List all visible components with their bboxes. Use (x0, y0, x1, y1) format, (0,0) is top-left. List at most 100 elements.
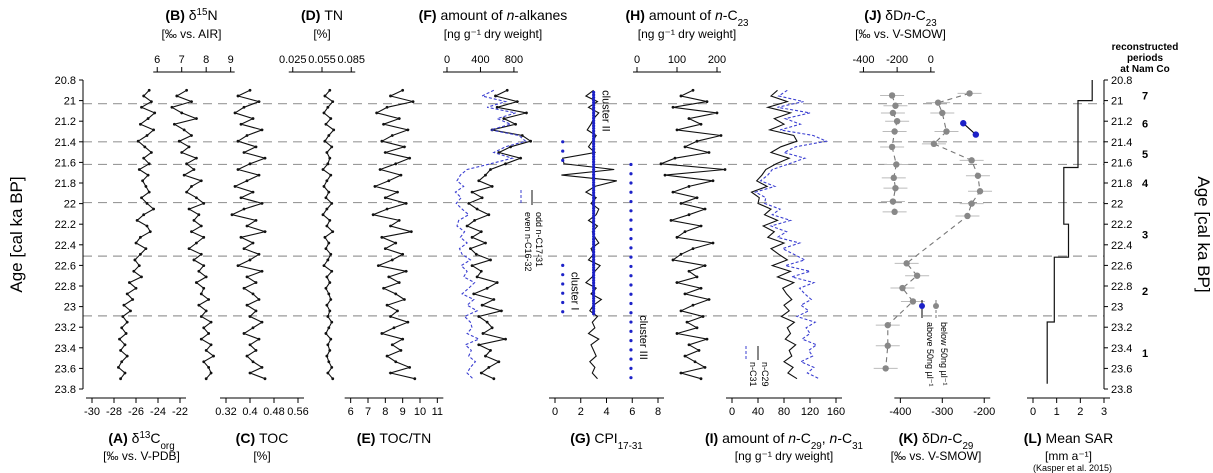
data-point-A (140, 275, 143, 279)
data-point-F (479, 371, 483, 375)
data-point-B (199, 337, 203, 341)
data-point-C (254, 145, 258, 149)
cpi-point (592, 294, 596, 298)
cpi-point (561, 158, 565, 162)
cpi-point (629, 366, 633, 370)
data-point-H (679, 252, 683, 256)
cpi-point (592, 252, 596, 257)
cpi-point (592, 291, 596, 295)
legend-label-even: even n-C16-32 (523, 212, 533, 272)
data-point-H (699, 377, 703, 381)
cpi-point (592, 186, 596, 190)
data-point-A (139, 235, 142, 239)
x-tick-label-G: 6 (629, 406, 635, 418)
data-point-F (490, 326, 494, 330)
series-line-F-1 (465, 89, 532, 380)
cpi-point (592, 211, 596, 215)
left-age-tick-label: 23 (64, 302, 76, 314)
data-point-D (325, 224, 329, 228)
data-point-K (974, 172, 982, 179)
data-point-F (465, 224, 469, 228)
cpi-point (592, 188, 596, 192)
data-point-E (401, 88, 405, 92)
title-part: C (150, 430, 160, 446)
right-age-tick-label: 23 (1111, 302, 1123, 314)
data-point-F (467, 201, 471, 205)
series-line-K-2 (885, 92, 981, 369)
data-point-C (239, 196, 243, 200)
x-tick-label-E: 6 (348, 406, 354, 418)
data-point-F (489, 349, 492, 352)
data-point-C (260, 201, 264, 205)
data-point-K (899, 284, 906, 292)
panel-unit-C: [%] (253, 449, 270, 463)
age-axes: 20.82121.221.421.621.82222.222.422.622.8… (7, 75, 1213, 396)
data-point-H (659, 162, 663, 166)
data-point-B (182, 173, 186, 177)
cpi-point (592, 286, 596, 290)
cpi-point (561, 273, 565, 277)
data-point-D (324, 122, 328, 126)
left-age-tick-label: 21.8 (55, 178, 76, 190)
panel-H: 0 100 200 (H) amount of n-C23[ng g⁻¹ dry we… (626, 7, 750, 381)
title-part: amount of (722, 430, 788, 446)
data-point-C (248, 258, 252, 262)
data-point-J (891, 208, 898, 216)
data-point-D (328, 156, 332, 160)
data-point-E (371, 213, 375, 217)
x-tick-label-I: 40 (752, 406, 764, 418)
data-point-H (711, 179, 715, 183)
data-point-B (182, 128, 186, 132)
data-point-E (394, 162, 398, 166)
data-point-A (124, 332, 128, 335)
right-age-tick-label: 20.8 (1111, 75, 1132, 87)
cpi-point (592, 242, 596, 246)
data-point-D (328, 349, 332, 352)
data-point-A (146, 173, 150, 177)
data-point-A (145, 224, 149, 228)
cpi-point (592, 131, 596, 136)
x-tick-label-E: 8 (382, 406, 388, 418)
data-point-A (153, 111, 157, 115)
data-point-D (321, 213, 325, 217)
panel-title-H: (H) amount of n-C23 (626, 7, 750, 29)
left-age-axis-title: Age [cal ka BP] (7, 176, 26, 292)
left-age-tick-label: 21.4 (55, 137, 76, 149)
data-point-B (190, 230, 193, 234)
data-point-B (175, 94, 179, 98)
data-point-K (909, 298, 917, 305)
data-point-A (140, 105, 143, 109)
data-point-C (263, 230, 267, 234)
cpi-point (592, 101, 596, 105)
cpi-point (592, 237, 596, 241)
data-point-F (473, 218, 476, 222)
cpi-point (629, 283, 633, 287)
data-point-B (194, 117, 198, 120)
data-point-C (242, 105, 246, 109)
data-point-B (187, 207, 191, 211)
title-part: 15 (197, 7, 208, 18)
data-point-B (197, 269, 201, 273)
title-part: (G) (570, 430, 594, 446)
data-point-B (192, 168, 196, 171)
data-point-D (324, 286, 328, 290)
panel-title-J: (J) δDn-C23 (864, 7, 937, 29)
data-point-C (251, 117, 255, 120)
data-point-E (404, 201, 408, 205)
right-age-tick-label: 22.2 (1111, 219, 1132, 231)
title-part: Mean SAR (1046, 430, 1114, 446)
x-tick-label-J: 0 (928, 54, 934, 66)
left-age-tick-label: 21.6 (55, 157, 76, 169)
data-point-C (245, 354, 249, 358)
data-point-D (326, 105, 330, 109)
panel-K: -400 -300 -200 (K) δDn-C29[‰ vs. V-SMOW] abo… (873, 90, 995, 463)
data-point-C (242, 151, 246, 154)
cpi-point (592, 121, 596, 125)
data-point-C (254, 218, 258, 222)
data-point-H (715, 111, 719, 115)
data-point-H (687, 269, 691, 273)
cpi-point (592, 93, 596, 97)
data-point-E (385, 354, 389, 358)
data-point-A (118, 337, 121, 341)
